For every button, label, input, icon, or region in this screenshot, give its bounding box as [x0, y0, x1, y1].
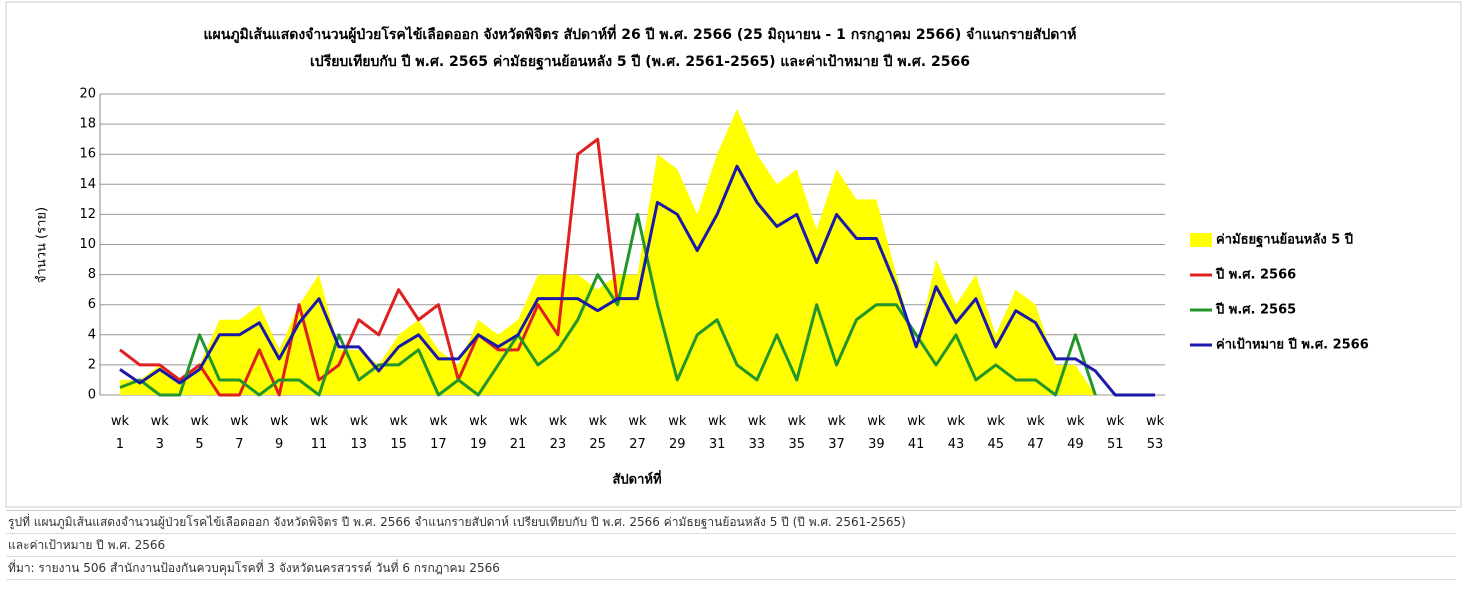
x-tick-label: wk 17 — [429, 414, 448, 452]
x-tick-label: wk 37 — [827, 414, 846, 452]
caption: รูปที่ แผนภูมิเส้นแสดงจำนวนผู้ป่วยโรคไข้… — [6, 510, 1456, 611]
y-tick-label: 4 — [88, 327, 96, 342]
x-tick-label: wk 23 — [548, 414, 567, 452]
x-tick-label: wk 15 — [389, 414, 408, 452]
x-tick-label: wk 5 — [190, 414, 209, 452]
x-tick-label: wk 43 — [946, 414, 966, 452]
x-tick-label: wk 29 — [668, 414, 687, 452]
x-tick-label: wk 9 — [270, 414, 289, 452]
x-tick-label: wk 3 — [150, 414, 169, 452]
x-tick-label: wk 11 — [309, 414, 329, 452]
legend-swatch — [1190, 233, 1212, 247]
legend-label: ปี พ.ศ. 2566 — [1215, 267, 1296, 283]
chart: แผนภูมิเส้นแสดงจำนวนผู้ป่วยโรคไข้เลือดออ… — [5, 1, 1462, 508]
legend-label: ปี พ.ศ. 2565 — [1215, 302, 1296, 318]
x-tick-label: wk 45 — [986, 414, 1005, 452]
y-tick-label: 12 — [79, 207, 96, 222]
x-tick-label: wk 1 — [110, 414, 130, 452]
line — [119, 164, 1156, 397]
y-tick-label: 10 — [79, 237, 96, 252]
x-tick-label: wk 13 — [349, 414, 368, 452]
x-tick-label: wk 41 — [907, 414, 926, 452]
chart-title: เปรียบเทียบกับ ปี พ.ศ. 2565 ค่ามัธยฐานย้… — [310, 54, 970, 71]
x-tick-label: wk 33 — [747, 414, 766, 452]
x-tick-label: wk 19 — [469, 414, 488, 452]
y-tick-label: 14 — [79, 177, 96, 192]
chart-title: แผนภูมิเส้นแสดงจำนวนผู้ป่วยโรคไข้เลือดออ… — [204, 24, 1077, 43]
caption-line: และค่าเป้าหมาย ปี พ.ศ. 2566 — [6, 534, 1456, 557]
legend-label: ค่ามัธยฐานย้อนหลัง 5 ปี — [1216, 232, 1353, 249]
x-tick-label: wk 51 — [1106, 414, 1125, 452]
legend-label: ค่าเป้าหมาย ปี พ.ศ. 2566 — [1216, 337, 1369, 353]
y-tick-label: 18 — [79, 117, 96, 132]
x-tick-label: wk 49 — [1066, 414, 1085, 452]
x-tick-label: wk 47 — [1026, 414, 1045, 452]
y-axis-title: จำนวน (ราย) — [35, 207, 50, 283]
y-tick-label: 20 — [79, 87, 96, 102]
x-tick-label: wk 21 — [508, 414, 528, 452]
area — [119, 109, 1156, 396]
chart-frame — [5, 1, 1462, 508]
x-tick-label: wk 7 — [230, 414, 249, 452]
y-tick-label: 6 — [88, 297, 96, 312]
caption-line: ที่มา: รายงาน 506 สำนักงานป้องกันควบคุมโ… — [6, 557, 1456, 580]
x-tick-label: wk 35 — [787, 414, 806, 452]
line — [119, 137, 620, 397]
line — [119, 212, 1097, 397]
y-tick-label: 8 — [88, 267, 96, 282]
y-tick-label: 0 — [88, 388, 96, 403]
caption-line: รูปที่ แผนภูมิเส้นแสดงจำนวนผู้ป่วยโรคไข้… — [6, 511, 1456, 534]
x-tick-label: wk 53 — [1145, 414, 1165, 452]
x-tick-label: wk 25 — [588, 414, 607, 452]
x-tick-label: wk 27 — [628, 414, 647, 452]
x-axis-title: สัปดาห์ที่ — [612, 470, 661, 488]
y-tick-label: 2 — [88, 357, 96, 372]
y-tick-label: 16 — [79, 147, 96, 162]
x-tick-label: wk 31 — [708, 414, 727, 452]
x-tick-label: wk 39 — [867, 414, 886, 452]
